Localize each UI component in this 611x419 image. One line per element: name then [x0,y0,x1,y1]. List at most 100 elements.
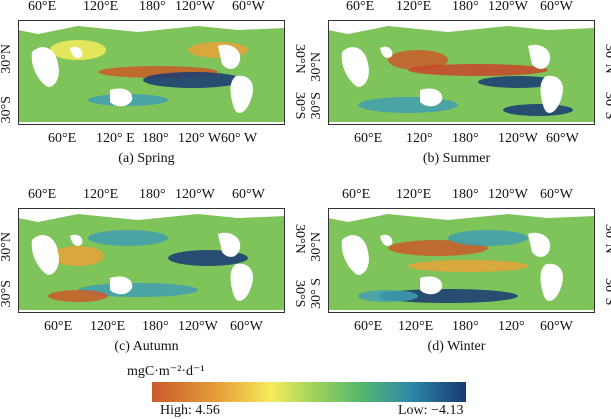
top-lon-label: 120°E [83,187,119,202]
map-canvas [18,20,285,125]
map-panel-summer: 60°E 120°E 180° 120°W 60°W 60°E 120° 180… [309,0,611,200]
map-border [18,20,285,125]
bottom-lon-label: 120° [498,319,525,334]
productivity-anomaly-patch [388,50,448,70]
land-mass [18,20,285,34]
productivity-anomaly-patch [78,283,198,297]
land-mass [230,75,254,113]
lat-left-label: 30°N [0,232,14,262]
productivity-anomaly-patch [48,290,108,302]
top-lon-label: 60°E [346,0,375,14]
land-mass [31,235,59,275]
colorbar [152,382,466,402]
bottom-lon-label: 120° [406,131,433,146]
top-lon-label: 120°W [175,187,215,202]
bottom-lon-label: 120°E [398,319,434,334]
productivity-anomaly-patch [358,290,418,302]
land-mass [218,44,241,69]
top-lon-label: 120°W [175,0,215,14]
lat-right-label: 30°N [602,224,611,254]
map-panel-autumn: 60°E 120°E 180° 120°W 60°W 60°E 120°E 18… [0,187,307,388]
lat-right-label: 30°N [602,44,611,74]
land-mass [328,20,595,34]
panel-caption: (b) Summer [422,151,491,166]
lat-left-label: 30°S [0,280,14,308]
land-mass [528,232,551,257]
colorbar-high-label: High: 4.56 [160,403,220,418]
productivity-anomaly-patch [503,104,573,116]
lat-right-label: 30°N [292,44,307,74]
land-mass [420,276,443,295]
productivity-anomaly-patch [143,72,243,88]
top-lon-label: 60°E [28,187,57,202]
lat-right-label: 30°S [292,92,307,120]
map-canvas [18,208,285,313]
land-mass [341,235,369,275]
top-lon-label: 60°W [232,0,265,14]
ocean-productivity-map [18,208,285,313]
map-panel-winter: 60°E 120°E 180° 120°W 60°W 60°E 120°E 18… [309,187,611,388]
land-mass [540,263,564,301]
top-lon-label: 180° [139,187,166,202]
land-mass [380,234,393,246]
productivity-anomaly-patch [408,260,528,272]
top-lon-label: 60°W [232,187,265,202]
top-lon-label: 180° [452,187,479,202]
top-lon-label: 120°E [83,0,119,14]
top-lon-label: 180° [139,0,166,14]
land-mass [18,208,285,222]
bottom-lon-label: 180° [142,319,169,334]
bottom-lon-label: 120° E [96,131,135,146]
ocean-productivity-map [18,20,285,125]
bottom-lon-label: 60°E [44,319,73,334]
map-border [18,208,285,313]
land-mass [110,88,133,107]
land-mass [31,47,59,87]
bottom-lon-label: 60°E [354,131,383,146]
land-mass [70,46,83,58]
productivity-anomaly-patch [408,64,548,76]
map-border [328,20,595,125]
bottom-lon-label: 180° [452,131,479,146]
lat-left-label: 30°S [0,96,14,124]
colorbar-low-label: Low: −4.13 [398,403,464,418]
bottom-lon-label: 60°W [230,319,263,334]
bottom-lon-label: 180° [452,319,479,334]
top-lon-label: 120°E [396,187,432,202]
map-canvas [328,20,595,125]
land-mass [230,263,254,301]
map-canvas [328,208,595,313]
top-lon-label: 60°E [28,0,57,14]
productivity-anomaly-patch [52,246,104,266]
land-mass [380,46,393,58]
top-lon-label: 180° [452,0,479,14]
lat-left-label: 30°S [309,92,324,120]
ocean-productivity-map [328,20,595,125]
bottom-lon-label: 60°W [540,319,573,334]
land-mass [328,208,595,222]
top-lon-label: 60°W [540,187,573,202]
top-lon-label: 120°W [488,0,528,14]
lat-right-label: 30°S [602,92,611,120]
productivity-anomaly-patch [448,230,528,246]
land-mass [218,232,241,257]
colorbar-unit-label: mgC·m⁻²·d⁻¹ [127,364,205,379]
map-border [328,208,595,313]
productivity-anomaly-patch [478,76,558,88]
bottom-lon-label: 60°E [354,319,383,334]
lat-left-label: 30° S [309,278,324,309]
panel-caption: (d) Winter [427,339,486,354]
top-lon-label: 120°W [488,187,528,202]
land-mass [540,75,564,113]
bottom-lon-label: 120°W [178,319,218,334]
top-lon-label: 60°W [540,0,573,14]
bottom-lon-label: 60°W [546,131,579,146]
lat-right-label: 30°N [292,224,307,254]
land-mass [420,88,443,107]
productivity-anomaly-patch [88,230,168,246]
land-mass [70,234,83,246]
lat-right-label: 30°S [292,280,307,308]
land-mass [528,44,551,69]
land-mass [341,47,369,87]
bottom-lon-label: 120°W [498,131,538,146]
